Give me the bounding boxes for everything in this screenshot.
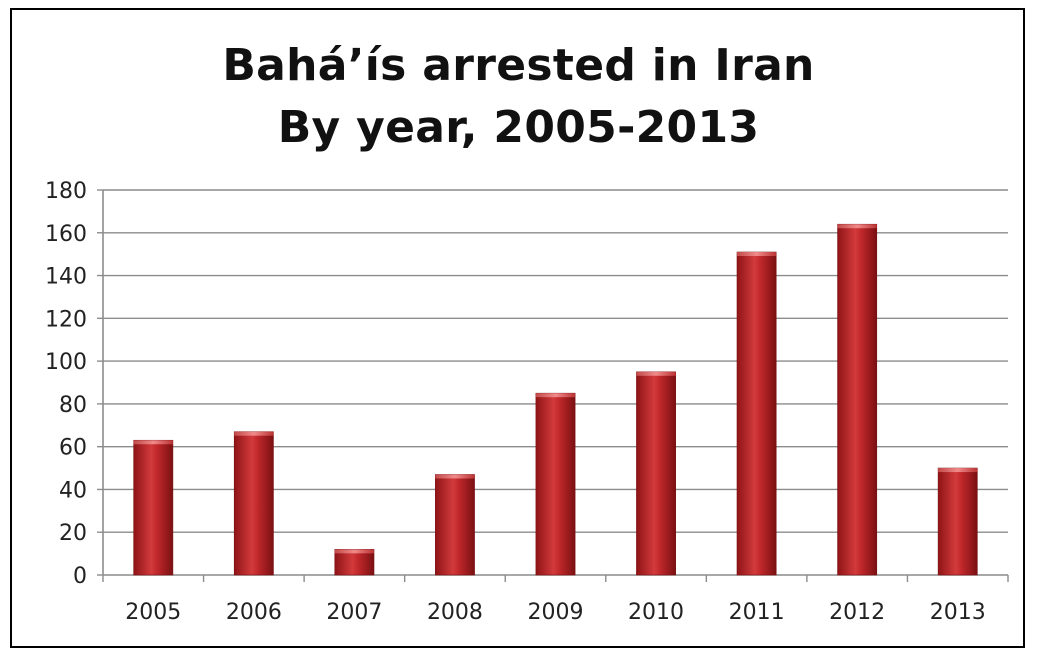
bar	[435, 474, 475, 576]
x-tick-label: 2012	[829, 600, 885, 625]
bar-2010	[636, 371, 676, 576]
chart-subtitle: By year, 2005-2013	[277, 102, 760, 153]
x-tick-label: 2009	[528, 600, 584, 625]
y-tick-label: 0	[73, 564, 87, 589]
bar-2005	[133, 439, 174, 576]
bar-top-highlight	[938, 468, 978, 473]
x-tick-label: 2010	[628, 600, 684, 625]
bar-top-highlight	[535, 393, 576, 398]
bar-2013	[937, 467, 978, 576]
bar	[535, 392, 576, 576]
bar-2006	[233, 431, 274, 576]
bar-top-highlight	[234, 431, 274, 436]
y-tick-labels: 0 20 40 60 80 100 120 140 160 180	[45, 179, 87, 589]
bar-2007	[334, 549, 375, 576]
x-tick-label: 2011	[729, 600, 785, 625]
bar	[233, 431, 274, 576]
bar-top-highlight	[334, 549, 374, 554]
x-tick-label: 2007	[326, 600, 382, 625]
bar-2012	[837, 223, 878, 576]
bar	[736, 251, 777, 576]
y-tick-label: 180	[45, 179, 87, 204]
bar	[837, 223, 878, 576]
bar-2008	[435, 474, 475, 576]
bar	[636, 371, 676, 576]
bar-top-highlight	[737, 252, 777, 257]
x-tick-label: 2013	[930, 600, 986, 625]
bar-top-highlight	[435, 474, 475, 479]
y-tick-label: 20	[59, 521, 87, 546]
x-tick-label: 2008	[427, 600, 483, 625]
y-tick-label: 80	[59, 393, 87, 418]
y-tick-label: 100	[45, 350, 87, 375]
bar-top-highlight	[837, 224, 877, 229]
y-tick-label: 120	[45, 307, 87, 332]
bar-top-highlight	[636, 371, 676, 376]
x-tick-label: 2006	[226, 600, 282, 625]
x-tick-labels: 2005 2006 2007 2008 2009 2010 2011 2012 2013	[125, 600, 985, 625]
bar-2009	[535, 392, 576, 576]
bar-top-highlight	[133, 440, 173, 445]
bar	[937, 467, 978, 576]
chart-title: Bahá’ís arrested in Iran	[222, 40, 815, 91]
y-tick-label: 60	[59, 436, 87, 461]
bar-2011	[736, 251, 777, 576]
y-tick-label: 160	[45, 222, 87, 247]
y-tick-label: 140	[45, 265, 87, 290]
y-tick-label: 40	[59, 478, 87, 503]
bar	[133, 439, 174, 576]
bars	[133, 223, 978, 576]
x-tick-label: 2005	[125, 600, 181, 625]
